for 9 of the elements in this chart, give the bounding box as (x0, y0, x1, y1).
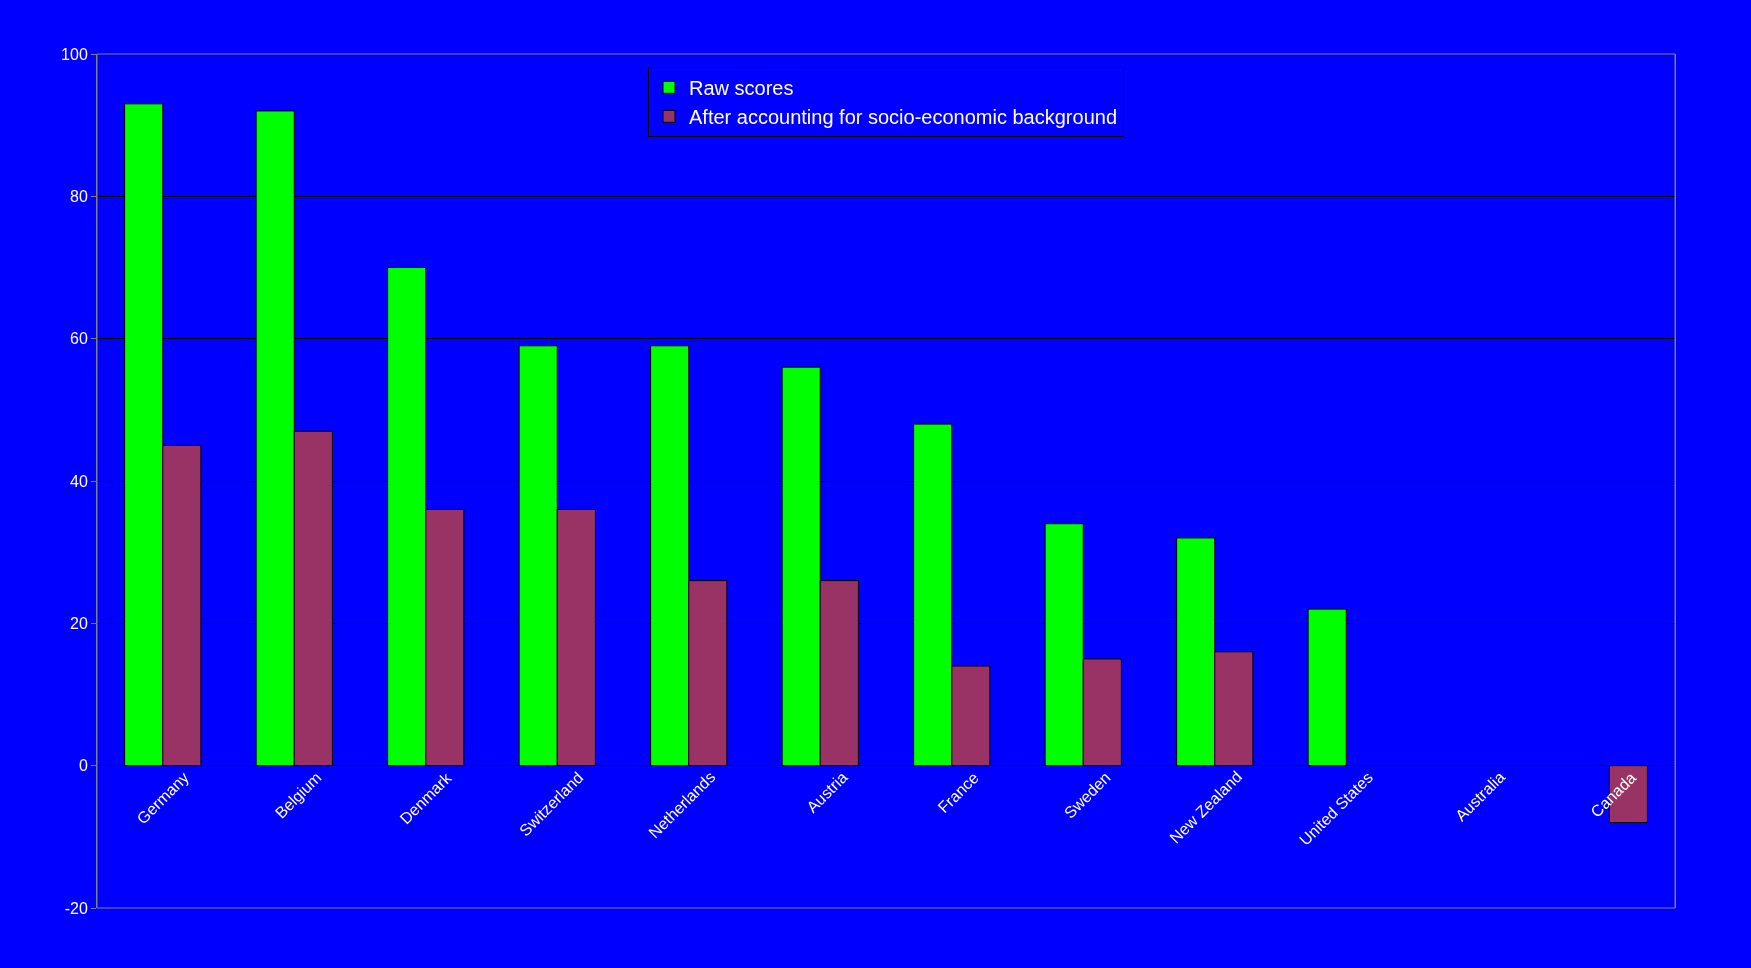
y-tick-label: 100 (61, 45, 88, 63)
y-tick-label: 20 (70, 614, 88, 632)
y-tick-label: 40 (70, 472, 88, 490)
y-tick-label: 0 (78, 757, 88, 775)
y-tick-label: 60 (70, 330, 88, 348)
y-tick-label: 80 (70, 187, 88, 205)
y-tick-label: -20 (64, 899, 88, 917)
legend-label: Raw scores (689, 77, 794, 100)
legend-label: After accounting for socio-economic background (689, 106, 1118, 129)
